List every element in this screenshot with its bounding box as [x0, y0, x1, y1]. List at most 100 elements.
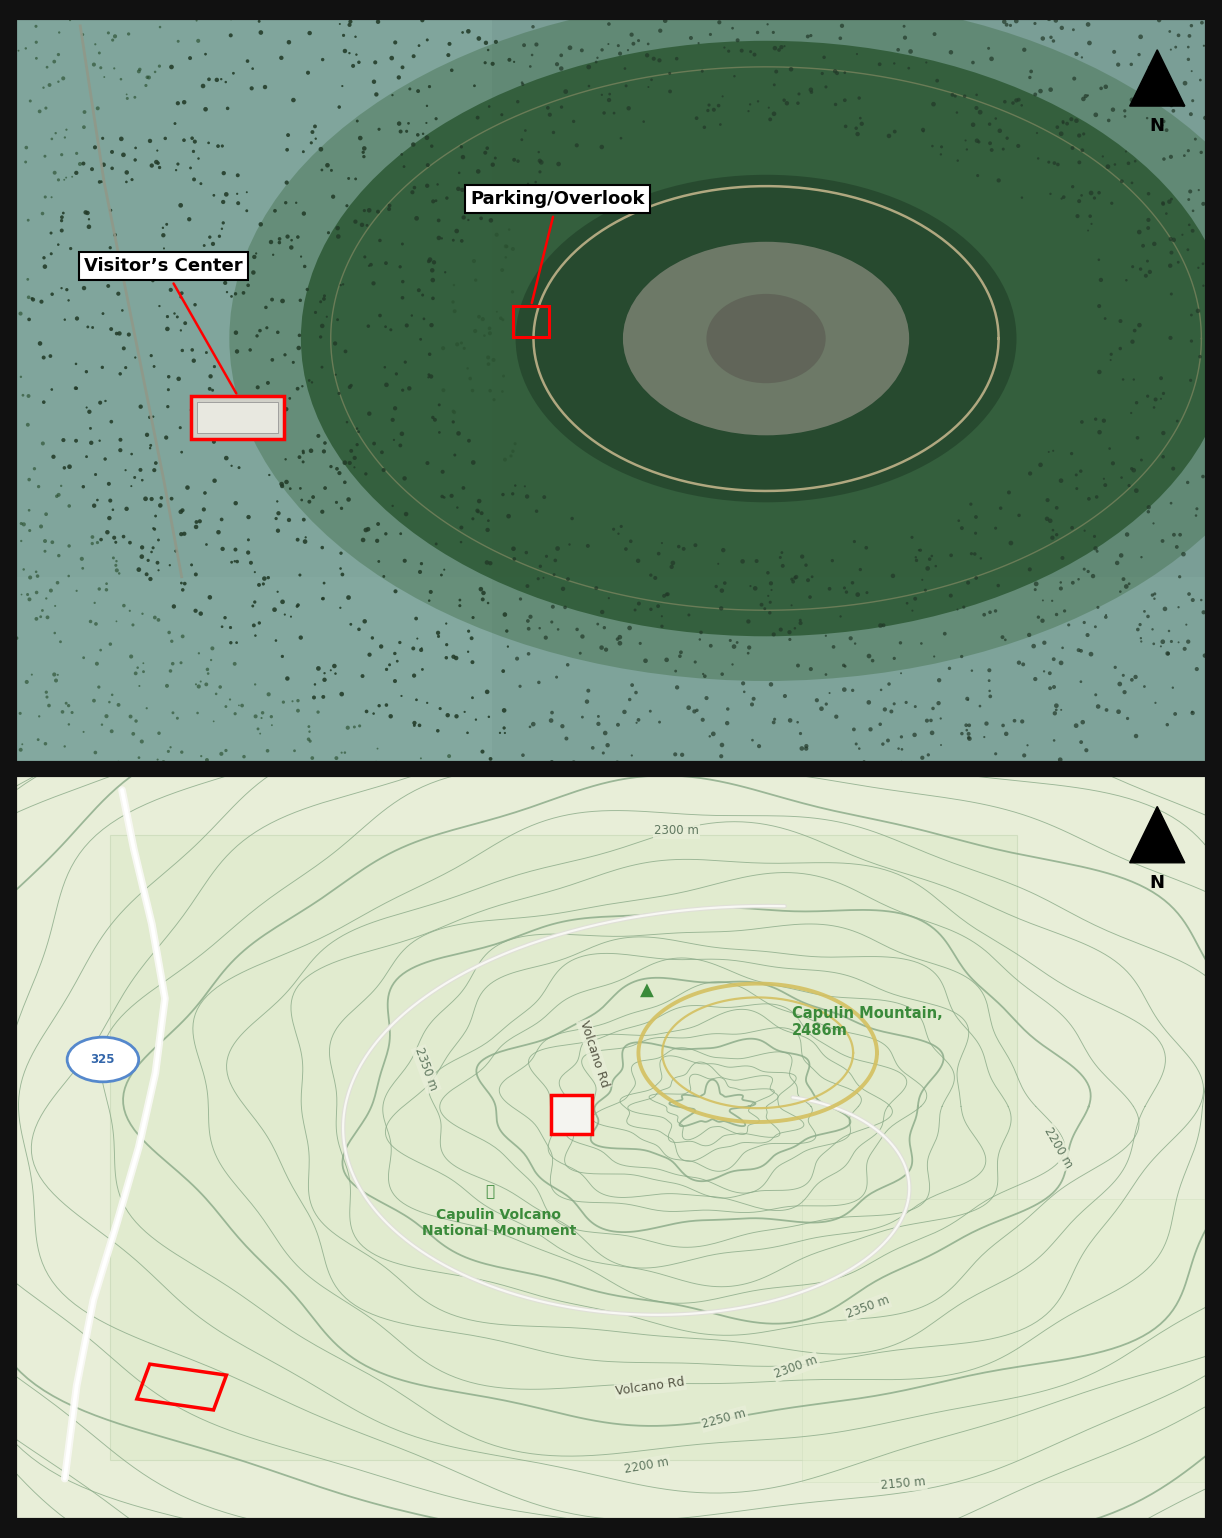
- Point: [1193, 252, 1212, 277]
- Point: [946, 83, 965, 108]
- Point: [462, 626, 481, 651]
- Point: [478, 680, 497, 704]
- Point: [277, 171, 297, 195]
- Point: [359, 254, 379, 278]
- Point: [445, 443, 464, 468]
- Point: [472, 501, 491, 526]
- Point: [103, 683, 122, 707]
- Point: [132, 535, 152, 560]
- Point: [591, 635, 611, 660]
- Point: [314, 286, 334, 311]
- Point: [274, 691, 293, 715]
- Point: [259, 566, 279, 591]
- Point: [1151, 366, 1171, 391]
- Point: [1033, 26, 1052, 51]
- Point: [159, 365, 178, 389]
- Point: [631, 631, 650, 655]
- Point: [276, 191, 296, 215]
- Point: [293, 438, 313, 463]
- Point: [103, 155, 122, 180]
- Point: [150, 155, 170, 180]
- Point: [35, 254, 55, 278]
- Point: [436, 646, 456, 671]
- Point: [315, 283, 335, 308]
- Point: [827, 62, 847, 86]
- Point: [314, 438, 334, 463]
- Point: [391, 434, 411, 458]
- Point: [392, 232, 412, 257]
- Point: [221, 285, 241, 309]
- Point: [1041, 25, 1061, 49]
- Point: [125, 464, 144, 489]
- Point: [211, 263, 231, 288]
- Point: [207, 68, 226, 92]
- Point: [35, 538, 55, 563]
- Point: [238, 528, 258, 552]
- Point: [356, 461, 375, 486]
- Point: [362, 252, 381, 277]
- Point: [255, 75, 275, 100]
- Point: [622, 23, 642, 48]
- Point: [797, 734, 816, 758]
- Point: [679, 695, 699, 720]
- Point: [404, 711, 424, 735]
- Point: [306, 114, 325, 138]
- Point: [364, 69, 384, 94]
- Point: [447, 704, 467, 729]
- Point: [238, 540, 258, 564]
- Point: [379, 197, 398, 221]
- Point: [514, 32, 534, 57]
- Point: [437, 186, 457, 211]
- Point: [411, 746, 430, 771]
- Point: [37, 586, 56, 611]
- Point: [382, 408, 402, 432]
- Point: [246, 560, 265, 584]
- Point: [484, 192, 503, 217]
- Point: [962, 541, 981, 566]
- Point: [221, 403, 241, 428]
- Point: [327, 308, 347, 332]
- Point: [346, 209, 365, 234]
- Point: [60, 534, 79, 558]
- Point: [381, 317, 401, 341]
- Point: [419, 589, 439, 614]
- Point: [126, 135, 145, 160]
- Point: [290, 323, 309, 348]
- Point: [1187, 497, 1206, 521]
- Point: [802, 657, 821, 681]
- Point: [835, 60, 854, 85]
- Point: [701, 634, 721, 658]
- Point: [420, 341, 440, 366]
- Point: [312, 158, 331, 183]
- Point: [148, 151, 167, 175]
- Point: [66, 352, 86, 377]
- Point: [478, 38, 497, 63]
- Ellipse shape: [301, 42, 1222, 637]
- Point: [335, 38, 354, 63]
- Point: [49, 483, 68, 508]
- Point: [103, 155, 122, 180]
- Point: [40, 72, 60, 97]
- Point: [208, 134, 227, 158]
- Point: [480, 746, 500, 771]
- Point: [423, 189, 442, 214]
- Point: [340, 451, 359, 475]
- Point: [389, 65, 408, 89]
- Point: [291, 245, 310, 269]
- Point: [640, 698, 660, 723]
- Point: [364, 701, 384, 726]
- Point: [982, 138, 1002, 163]
- Point: [281, 235, 301, 260]
- Point: [308, 700, 327, 724]
- Point: [148, 551, 167, 575]
- Point: [403, 132, 423, 157]
- Point: [423, 258, 442, 283]
- Point: [313, 48, 332, 72]
- Point: [51, 208, 71, 232]
- Point: [182, 126, 202, 151]
- Point: [34, 389, 54, 414]
- Point: [297, 277, 316, 301]
- Point: [381, 704, 401, 729]
- Point: [429, 624, 448, 649]
- Point: [1091, 75, 1111, 100]
